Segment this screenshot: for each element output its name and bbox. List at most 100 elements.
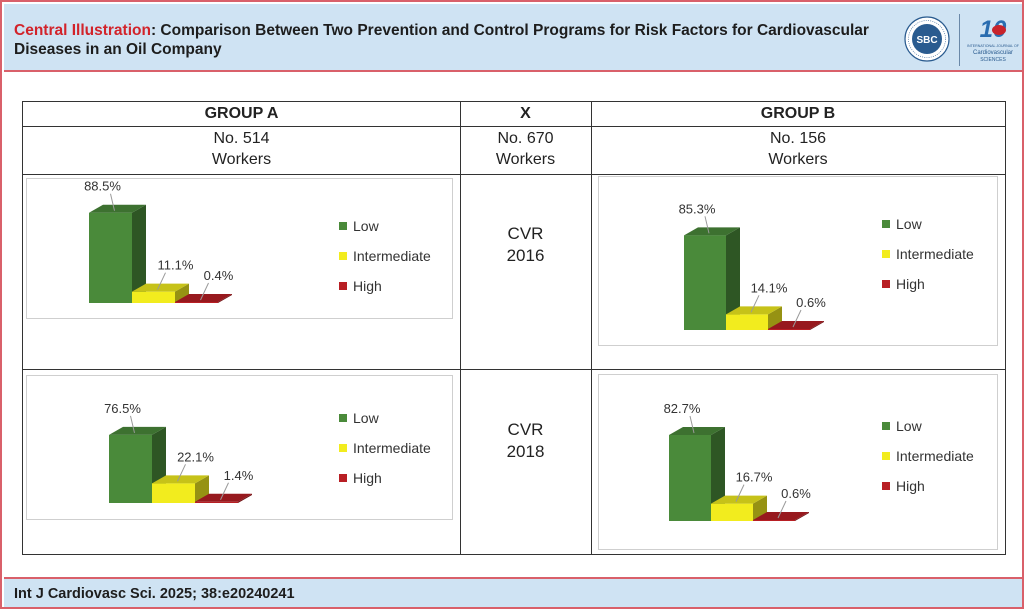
legend-swatch-high [339,474,347,482]
legend-swatch-intermediate [339,444,347,452]
bar-top [753,512,809,520]
bar-low [669,426,725,521]
label-leader-line [110,193,115,211]
group-a-title: GROUP A [204,105,279,122]
bar-side [132,204,146,303]
legend-label-high: High [353,470,382,486]
legend-swatch-intermediate [339,252,347,260]
legend-label-high: High [896,276,925,292]
bar-top [109,426,166,435]
label-leader-line [750,295,760,313]
bar-high [175,294,232,303]
citation: Int J Cardiovasc Sci. 2025; 38:e20240241 [14,586,295,602]
bar-low [89,204,146,303]
col-divider [460,102,461,554]
label-leader-line [200,282,209,301]
cvr-year-2016: 2016 [506,246,545,265]
label-leader-line [130,415,135,434]
label-leader-line [177,464,186,482]
data-label-intermediate: 14.1% [751,280,788,295]
bar-front [726,314,768,330]
legend-swatch-low [339,222,347,230]
title-text: : Comparison Between Two Prevention and … [14,22,869,58]
data-label-low: 82.7% [664,401,701,416]
bar-low [684,227,740,330]
bar-top [175,294,232,302]
ijcs-logo-line2: Cardiovascular [973,50,1013,56]
cvr-label-2018: CVR [507,420,544,439]
bar-top [726,306,782,315]
footer-bar: Int J Cardiovasc Sci. 2025; 38:e20240241 [4,577,1022,607]
group-a-count: No. 514 [213,130,270,147]
bar-side [175,283,189,303]
bar-front [175,302,218,303]
ijcs-logo: 10 INTERNATIONAL JOURNAL OF Cardiovascul… [967,16,1020,63]
bar-high [195,493,252,503]
data-label-intermediate: 11.1% [158,258,194,273]
ijcs-logo-line1: INTERNATIONAL JOURNAL OF [967,44,1020,48]
chart-group-b-2016: 85.3% 14.1% 0.6% Low Intermediate High [598,176,998,346]
bar-side [768,306,782,330]
bar-front [711,503,753,521]
bar-intermediate [726,306,782,330]
title-accent: Central Illustration [14,22,151,39]
data-label-high: 1.4% [224,468,254,483]
legend-label-intermediate: Intermediate [896,448,974,464]
header-bar: Central Illustration: Comparison Between… [4,4,1022,72]
bar-chart-svg: 88.5% 11.1% 0.4% Low Intermediate High [84,179,431,303]
group-b-unit: Workers [768,151,828,168]
bar-top [89,204,146,213]
group-a-unit: Workers [211,151,272,168]
bar-front [89,212,132,303]
bar-top [669,426,725,435]
group-b-count: No. 156 [769,130,827,147]
sbc-logo: SBC [904,16,950,62]
comparison-table: GROUP A X GROUP B No. 514 Workers No. 67… [22,101,1006,555]
legend-label-low: Low [896,418,923,434]
legend-label-intermediate: Intermediate [896,246,974,262]
figure-title: Central Illustration: Comparison Between… [14,21,874,59]
bar-front [768,329,810,330]
label-leader-line [735,484,745,502]
data-label-low: 76.5% [104,401,141,416]
sbc-logo-text: SBC [916,35,937,46]
legend-label-intermediate: Intermediate [353,248,431,264]
data-label-high: 0.6% [796,295,826,310]
legend-label-high: High [353,278,382,294]
data-label-low: 88.5% [84,179,121,194]
data-label-high: 0.4% [204,268,234,283]
bar-high [753,512,809,521]
col-divider [591,102,592,554]
bar-side [711,426,725,521]
chart-group-b-2018: 82.7% 16.7% 0.6% Low Intermediate High [598,374,998,550]
bar-top [152,475,209,484]
chart-group-a-2018: 76.5% 22.1% 1.4% Low Intermediate High [26,375,453,520]
bar-side [810,321,824,330]
row-divider [23,174,1005,175]
bar-chart-svg: 76.5% 22.1% 1.4% Low Intermediate High [104,401,431,503]
bar-front [195,501,238,503]
data-label-low: 85.3% [679,201,716,216]
legend-label-low: Low [353,410,380,426]
label-leader-line [220,482,229,500]
bar-side [795,512,809,521]
legend-swatch-low [339,414,347,422]
legend-swatch-high [339,282,347,290]
bar-front [132,291,175,303]
bar-front [753,520,795,521]
row-divider [23,126,1005,127]
middle-count: No. 670 [497,130,554,147]
bar-front [109,434,152,503]
bar-front [684,235,726,330]
legend-swatch-low [882,422,890,430]
legend-label-low: Low [896,216,923,232]
chart-group-a-2016: 88.5% 11.1% 0.4% Low Intermediate High [26,178,453,319]
bar-front [669,434,711,521]
legend-label-intermediate: Intermediate [353,440,431,456]
bar-chart-svg: 85.3% 14.1% 0.6% Low Intermediate High [679,201,974,330]
bar-side [218,294,232,303]
label-leader-line [704,216,710,234]
cvr-label-2016: CVR [507,224,544,243]
row-divider [23,369,1005,370]
